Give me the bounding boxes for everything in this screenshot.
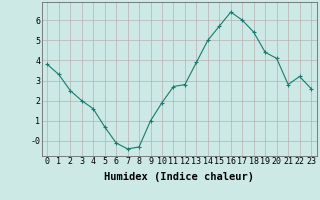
X-axis label: Humidex (Indice chaleur): Humidex (Indice chaleur)	[104, 172, 254, 182]
